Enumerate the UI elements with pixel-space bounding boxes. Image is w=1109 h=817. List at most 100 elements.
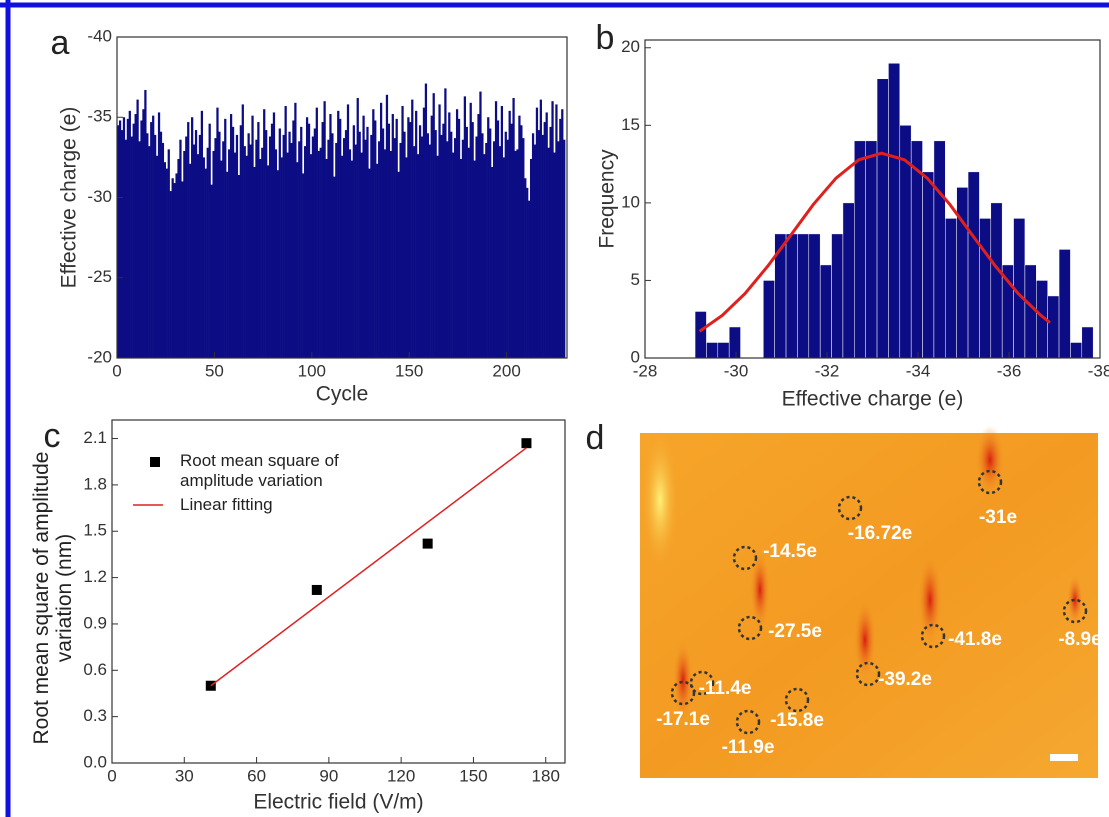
bar: [276, 170, 279, 358]
hot-spot: [918, 555, 942, 645]
bar: [489, 128, 492, 358]
bar: [272, 112, 276, 358]
bar: [379, 102, 383, 359]
bar: [551, 101, 554, 358]
plot-area: [205, 438, 532, 691]
bar: [422, 107, 426, 359]
bar: [231, 126, 235, 358]
scatter-point: [311, 584, 322, 595]
bar: [313, 128, 317, 358]
histogram-bar: [956, 187, 969, 359]
bar: [537, 130, 541, 358]
y-tick-label: -25: [87, 267, 112, 286]
bar: [471, 122, 474, 358]
bar: [177, 158, 180, 358]
bar: [270, 123, 274, 358]
histogram-bar: [717, 342, 730, 359]
bar: [167, 149, 170, 358]
bar: [255, 139, 258, 358]
bar: [251, 115, 254, 359]
axes-frame: [111, 419, 566, 764]
bar: [561, 109, 564, 358]
bar: [366, 126, 369, 358]
bar: [335, 142, 338, 358]
bar: [329, 114, 332, 358]
legend-label: Linear fitting: [180, 495, 273, 514]
bar: [257, 122, 260, 358]
bar: [378, 141, 381, 358]
x-tick-label: -38: [1088, 361, 1109, 380]
panel-label: a: [51, 24, 70, 62]
x-tick-label: 200: [492, 361, 520, 380]
charge-label: -15.8e: [770, 710, 824, 731]
bar: [500, 106, 504, 358]
bar: [467, 147, 470, 358]
bar: [358, 131, 361, 358]
charge-label: -39.2e: [878, 669, 932, 690]
bar: [376, 163, 379, 358]
bar: [529, 158, 533, 358]
histogram-bar: [1058, 249, 1071, 359]
bar: [391, 114, 394, 358]
bar: [337, 110, 340, 358]
hot-spot: [976, 425, 1004, 495]
bar: [154, 134, 157, 358]
bar: [191, 117, 194, 358]
x-tick-label: 180: [532, 766, 560, 785]
bar: [457, 118, 461, 358]
bar: [399, 142, 402, 358]
bar: [426, 133, 429, 358]
bar: [267, 165, 270, 358]
scatter-point: [521, 438, 532, 449]
charge-label: -8.9e: [1058, 629, 1101, 650]
bar: [424, 83, 428, 359]
bar: [247, 133, 250, 358]
bar: [192, 144, 196, 358]
bar: [138, 141, 141, 358]
bar: [496, 120, 500, 359]
bar: [350, 160, 354, 358]
x-tick-label: -34: [906, 361, 931, 380]
bar: [307, 123, 311, 358]
bar: [132, 123, 135, 358]
histogram-bar: [1081, 326, 1094, 359]
bar: [212, 150, 215, 358]
scatter-point: [422, 538, 433, 549]
bar: [469, 102, 472, 359]
bar: [263, 109, 266, 358]
bar: [504, 131, 507, 358]
charge-label: -14.5e: [763, 541, 817, 562]
bar: [512, 97, 515, 359]
bar: [487, 117, 490, 358]
bar: [323, 101, 326, 358]
bar: [165, 168, 168, 358]
bar: [235, 134, 239, 358]
histogram-bar: [694, 311, 707, 359]
marker-circle: [689, 670, 715, 696]
bar: [175, 173, 178, 358]
bar: [222, 141, 225, 358]
x-tick-label: -28: [633, 361, 658, 380]
bar: [136, 99, 139, 358]
y-tick-label: -35: [87, 107, 112, 126]
bar: [245, 155, 248, 358]
bar: [229, 114, 233, 358]
y-tick-label: 0.0: [83, 752, 107, 771]
histogram-bar: [797, 233, 810, 359]
bar: [302, 173, 305, 358]
bar: [477, 114, 480, 358]
bar: [159, 131, 163, 358]
bar: [311, 136, 315, 358]
bar: [465, 126, 468, 358]
bar: [428, 144, 431, 358]
bar: [344, 130, 348, 358]
bar: [155, 155, 159, 358]
bar: [498, 146, 502, 358]
charge-label: -11.9e: [722, 737, 775, 758]
bar: [117, 125, 120, 359]
bar: [152, 115, 155, 359]
bar: [327, 139, 330, 358]
bar: [531, 133, 535, 358]
bar: [218, 131, 221, 358]
